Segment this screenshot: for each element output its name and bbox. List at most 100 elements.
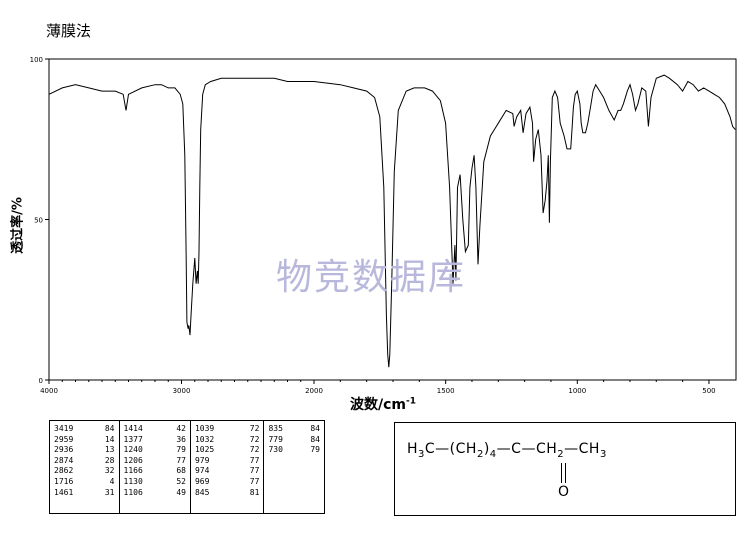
peak-table-row: 2959 14 — [54, 435, 115, 446]
peak-table-row: 1106 49 — [124, 488, 186, 499]
peak-transmittance: 77 — [249, 476, 260, 486]
peak-transmittance: 42 — [176, 424, 186, 433]
peak-table-column: 1414 42 1377 36 1240 79 1206 77 1166 68 1130 52 1106… — [120, 421, 191, 513]
x-axis-label: 波数/cm-1 — [350, 394, 416, 414]
structure-box: H3C—(CH2)4—C—CH2—CH3 O — [394, 422, 736, 516]
peak-wavenumber: 974 — [194, 466, 210, 476]
peak-transmittance: 79 — [310, 445, 320, 455]
peak-wavenumber: 1106 — [123, 487, 143, 497]
peak-wavenumber: 1414 — [123, 424, 143, 433]
peak-table-row: 1206 77 — [124, 456, 186, 467]
peak-wavenumber: 1206 — [123, 455, 143, 465]
peak-transmittance: 31 — [104, 487, 115, 497]
peak-transmittance: 72 — [249, 424, 260, 433]
peak-transmittance: 84 — [104, 424, 115, 433]
peak-transmittance: 13 — [104, 445, 115, 455]
carbonyl-oxygen: O — [558, 484, 570, 500]
formula-subscript: 2 — [476, 448, 484, 460]
peak-wavenumber: 1166 — [123, 466, 143, 476]
peak-table-row: 2874 28 — [54, 456, 115, 467]
peak-wavenumber: 1377 — [123, 434, 143, 444]
formula-subscript: 4 — [489, 448, 497, 460]
peak-table-row: 2862 32 — [54, 466, 115, 477]
peak-table-column: 1039 72 1032 72 1025 72 979 77 974 77 969 77 845 81 — [191, 421, 265, 513]
peak-table-row: 1032 72 — [195, 435, 259, 446]
formula-part: C—(CH — [424, 441, 477, 457]
formula-part: —CH — [564, 441, 600, 457]
peak-wavenumber: 730 — [268, 445, 283, 455]
peak-table-row: 1414 42 — [124, 424, 186, 435]
formula-part: —C—CH — [496, 441, 558, 457]
peak-transmittance: 84 — [310, 424, 320, 433]
peak-transmittance: 84 — [310, 434, 320, 444]
peak-wavenumber: 2874 — [54, 455, 74, 465]
peak-transmittance: 28 — [104, 455, 115, 465]
peak-wavenumber: 1716 — [54, 476, 74, 486]
peak-transmittance: 79 — [176, 445, 186, 455]
x-tick-label: 500 — [702, 387, 715, 395]
peak-table-row: 1025 72 — [195, 445, 259, 456]
method-title: 薄膜法 — [46, 22, 92, 40]
peak-table-row: 1716 4 — [54, 477, 115, 488]
peak-wavenumber: 835 — [268, 424, 283, 433]
x-tick-label: 3000 — [173, 387, 191, 395]
peak-wavenumber: 1032 — [194, 434, 215, 444]
x-tick-label: 4000 — [40, 387, 58, 395]
peak-transmittance: 68 — [176, 466, 186, 476]
peak-table-row: 1240 79 — [124, 445, 186, 456]
peak-wavenumber: 3419 — [54, 424, 74, 433]
peak-transmittance: 81 — [249, 487, 260, 497]
y-tick-label: 0 — [39, 377, 43, 385]
peak-table-row: 969 77 — [195, 477, 259, 488]
peak-transmittance: 32 — [104, 466, 115, 476]
peak-table-row: 845 81 — [195, 488, 259, 499]
peak-transmittance: 77 — [249, 466, 260, 476]
peak-wavenumber: 1461 — [54, 487, 74, 497]
formula-part: ) — [483, 441, 490, 457]
spectrum-line — [48, 74, 736, 368]
peak-wavenumber: 845 — [194, 487, 210, 497]
ir-spectrum-chart: 0 50 100 4000 3000 2000 1500 1000 500 — [30, 56, 737, 395]
peak-table-row: 974 77 — [195, 466, 259, 477]
peak-wavenumber: 1025 — [194, 445, 215, 455]
peak-wavenumber: 2936 — [54, 445, 74, 455]
formula-part: H — [407, 441, 419, 457]
peak-transmittance: 77 — [249, 455, 260, 465]
peak-table-column: 3419 84 2959 14 2936 13 2874 28 2862 32 1716 4 1461 3… — [50, 421, 120, 513]
peak-transmittance: 14 — [104, 434, 115, 444]
peak-wavenumber: 779 — [268, 434, 283, 444]
peak-table: 3419 84 2959 14 2936 13 2874 28 2862 32 1716 4 1461 3… — [49, 420, 325, 514]
x-tick-label: 2000 — [305, 387, 323, 395]
peak-transmittance: 49 — [176, 487, 186, 497]
peak-wavenumber: 979 — [194, 455, 210, 465]
carbonyl-double-bond — [561, 463, 566, 483]
peak-table-column: 835 84 779 84 730 79 — [264, 421, 324, 513]
peak-wavenumber: 1039 — [194, 424, 215, 433]
x-tick-label: 1000 — [568, 387, 586, 395]
peak-transmittance: 72 — [249, 445, 260, 455]
peak-transmittance: 77 — [176, 455, 186, 465]
peak-table-row: 1377 36 — [124, 435, 186, 446]
peak-wavenumber: 969 — [194, 476, 210, 486]
peak-transmittance: 52 — [176, 476, 186, 486]
peak-table-row: 730 79 — [268, 445, 320, 456]
peak-transmittance: 4 — [109, 476, 115, 486]
structure-formula: H3C—(CH2)4—C—CH2—CH3 — [407, 441, 607, 460]
peak-wavenumber: 2862 — [54, 466, 74, 476]
y-axis-label: 透过率/% — [10, 197, 26, 254]
y-axis-ticks: 0 50 100 — [30, 56, 49, 385]
peak-table-row: 779 84 — [268, 435, 320, 446]
peak-wavenumber: 1130 — [123, 476, 143, 486]
peak-table-row: 1130 52 — [124, 477, 186, 488]
plot-frame — [48, 58, 737, 381]
peak-transmittance: 36 — [176, 434, 186, 444]
y-tick-label: 50 — [34, 217, 43, 225]
x-axis-label-text: 波数/cm — [350, 397, 406, 413]
x-axis-unit-superscript: -1 — [406, 396, 416, 407]
formula-subscript: 3 — [418, 448, 425, 460]
peak-table-row: 1166 68 — [124, 466, 186, 477]
peak-table-row: 835 84 — [268, 424, 320, 435]
watermark: 物竞数据库 — [276, 257, 467, 298]
formula-subscript: 2 — [557, 448, 565, 460]
formula-subscript: 3 — [599, 448, 607, 460]
